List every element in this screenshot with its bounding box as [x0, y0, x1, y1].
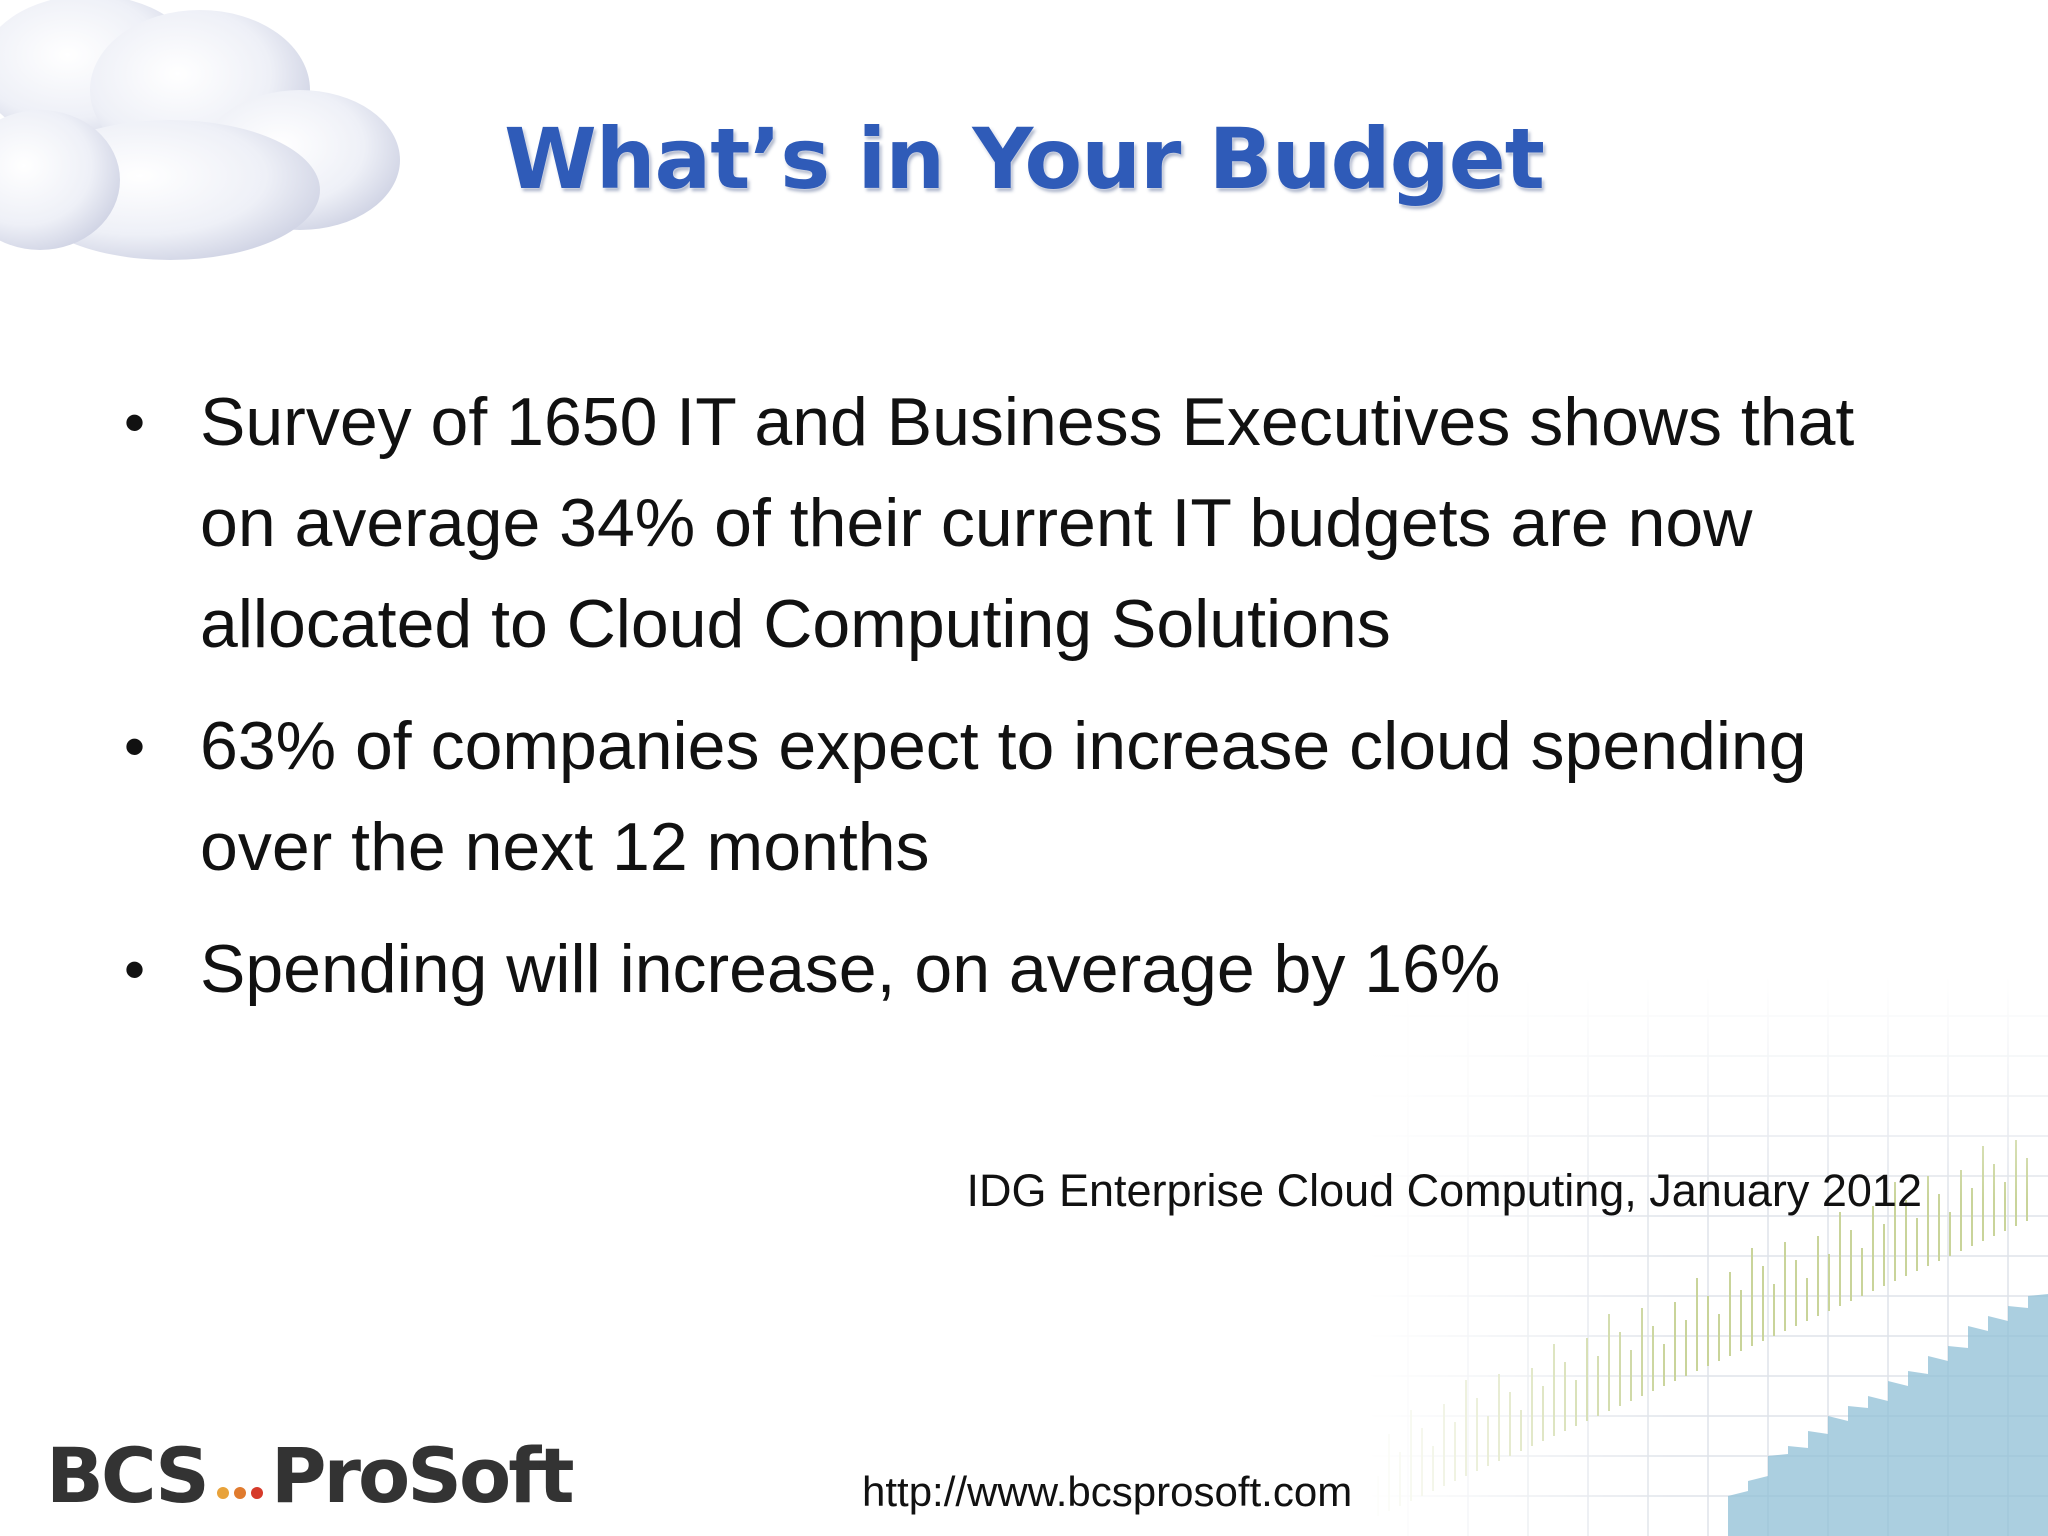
logo-dots	[216, 1487, 263, 1499]
logo-dot	[216, 1487, 229, 1499]
bullet-item: • Survey of 1650 IT and Business Executi…	[120, 372, 1940, 675]
slide-title: What’s in Your Budget	[504, 110, 1545, 208]
bullet-list: • Survey of 1650 IT and Business Executi…	[120, 372, 1940, 1041]
cloud-decoration	[0, 0, 400, 260]
footer-url[interactable]: http://www.bcsprosoft.com	[862, 1468, 1353, 1515]
logo-dot	[233, 1487, 246, 1499]
bullet-text: Survey of 1650 IT and Business Executive…	[200, 384, 1855, 662]
bullet-text: Spending will increase, on average by 16…	[200, 931, 1501, 1007]
logo-text-left: BCS	[46, 1430, 210, 1520]
logo-text-right: ProSoft	[270, 1430, 575, 1520]
chart-grid-decoration	[1368, 976, 2048, 1536]
bullet-text: 63% of companies expect to increase clou…	[200, 708, 1807, 885]
bullet-marker: •	[124, 713, 146, 780]
bullet-item: • Spending will increase, on average by …	[120, 919, 1940, 1020]
bullet-item: • 63% of companies expect to increase cl…	[120, 696, 1940, 898]
company-logo: BCS ProSoft	[46, 1430, 575, 1520]
bullet-marker: •	[124, 936, 146, 1003]
logo-dot	[250, 1487, 263, 1499]
source-citation: IDG Enterprise Cloud Computing, January …	[966, 1165, 1922, 1216]
bullet-marker: •	[124, 389, 146, 456]
